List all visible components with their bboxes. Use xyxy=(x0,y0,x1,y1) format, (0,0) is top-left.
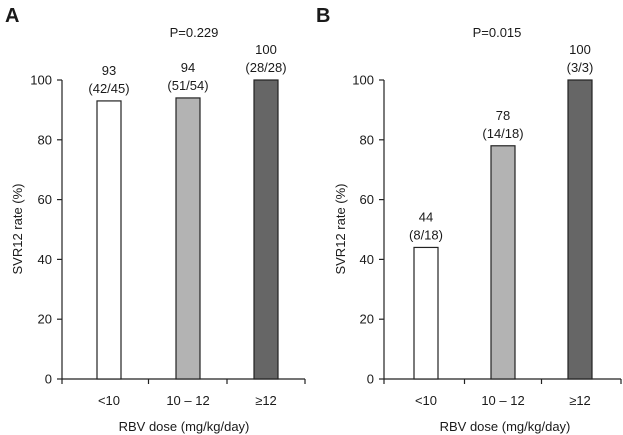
y-tick-label: 20 xyxy=(38,312,52,327)
p-value: P=0.015 xyxy=(473,25,522,40)
y-axis-title: SVR12 rate (%) xyxy=(10,183,25,274)
bar-value-label: 93 xyxy=(102,63,116,78)
y-tick-label: 60 xyxy=(360,192,374,207)
x-tick-label: 10 – 12 xyxy=(166,393,209,408)
panel-letter: B xyxy=(316,5,330,27)
y-tick-label: 100 xyxy=(352,73,374,88)
bar-count-label: (51/54) xyxy=(167,78,208,93)
chart-panel-b: B P=0.015 0 20 40 60 80 100 44 (8/18) <10 78 (14/18)… xyxy=(316,5,622,434)
bar-count-label: (28/28) xyxy=(245,60,286,75)
bar-2 xyxy=(175,97,201,380)
y-tick-label: 40 xyxy=(38,252,52,267)
x-tick-label: ≥12 xyxy=(569,393,591,408)
bar-1 xyxy=(96,100,122,380)
y-tick-label: 20 xyxy=(360,312,374,327)
bar-value-label: 94 xyxy=(181,60,195,75)
bar-value-label: 100 xyxy=(569,42,591,57)
x-tick-label: 10 – 12 xyxy=(481,393,524,408)
bar-3 xyxy=(253,79,279,380)
bar-1 xyxy=(413,246,439,380)
y-tick-label: 40 xyxy=(360,252,374,267)
bar-count-label: (3/3) xyxy=(567,60,594,75)
bar-count-label: (42/45) xyxy=(88,81,129,96)
p-value: P=0.229 xyxy=(170,25,219,40)
x-tick-label: <10 xyxy=(415,393,437,408)
y-tick-label: 80 xyxy=(38,132,52,147)
bar-count-label: (14/18) xyxy=(482,126,523,141)
y-tick-label: 100 xyxy=(30,73,52,88)
bar-value-label: 78 xyxy=(496,108,510,123)
panel-letter: A xyxy=(5,5,19,27)
bar-value-label: 100 xyxy=(255,42,277,57)
x-tick-label: <10 xyxy=(98,393,120,408)
y-tick-label: 80 xyxy=(360,132,374,147)
bar-2 xyxy=(490,145,516,380)
x-axis-title: RBV dose (mg/kg/day) xyxy=(119,419,250,434)
chart-panel-a: A P=0.229 0 20 40 60 80 100 93 (42/45) <10 94 (51/54… xyxy=(5,5,306,434)
bar-3 xyxy=(567,79,593,380)
y-axis-title: SVR12 rate (%) xyxy=(333,183,348,274)
y-tick-label: 0 xyxy=(367,372,374,387)
x-tick-label: ≥12 xyxy=(255,393,277,408)
y-tick-label: 60 xyxy=(38,192,52,207)
y-tick-label: 0 xyxy=(45,372,52,387)
x-axis-title: RBV dose (mg/kg/day) xyxy=(440,419,571,434)
bar-count-label: (8/18) xyxy=(409,227,443,242)
bar-value-label: 44 xyxy=(419,209,433,224)
